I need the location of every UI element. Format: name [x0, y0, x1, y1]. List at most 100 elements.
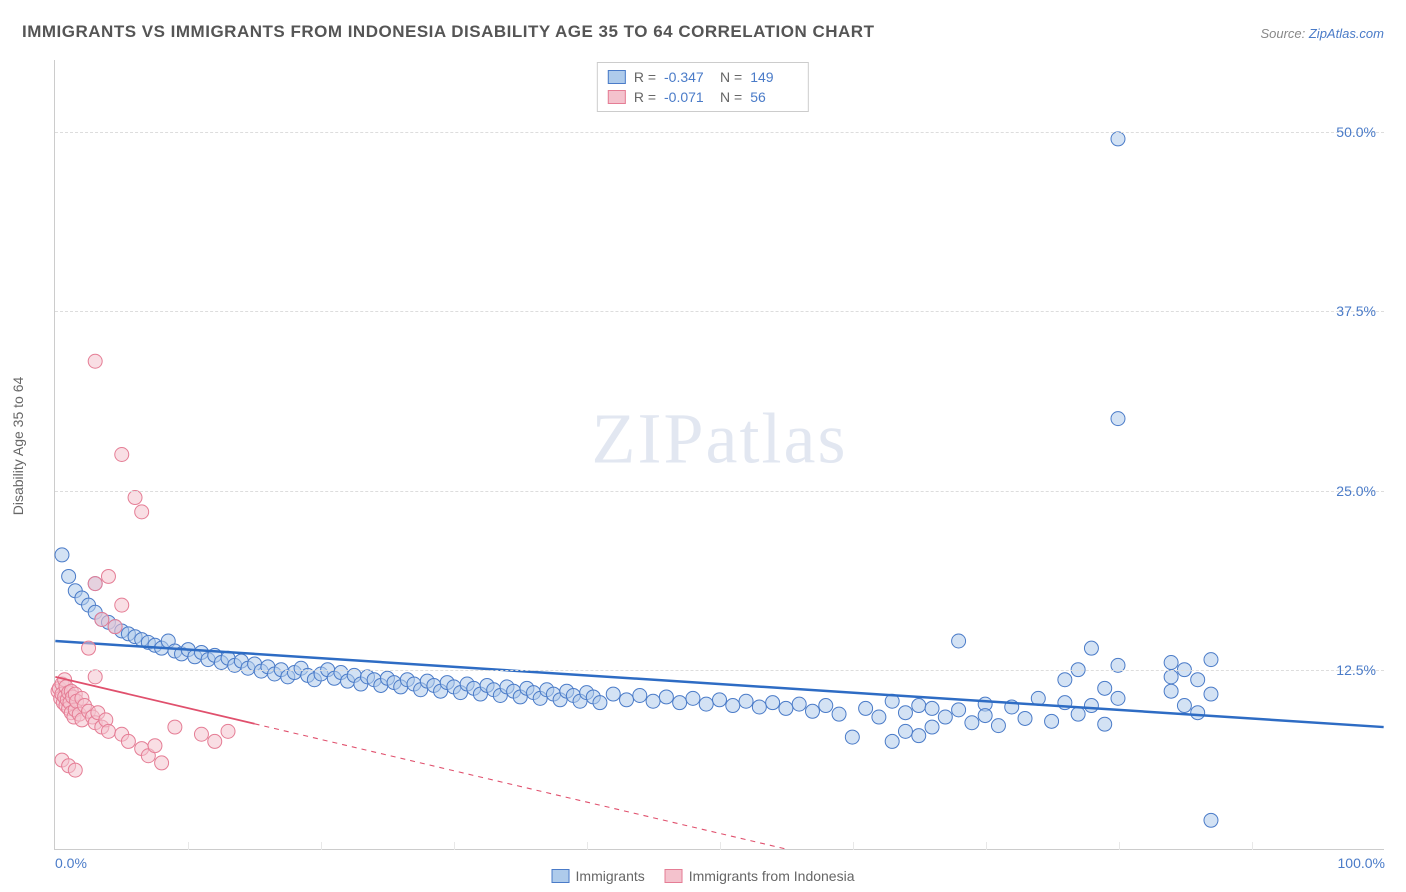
data-point [1164, 656, 1178, 670]
xtick-minor [853, 842, 854, 850]
data-point [101, 724, 115, 738]
trend-line-solid [55, 641, 1383, 727]
data-point [82, 641, 96, 655]
data-point [1164, 670, 1178, 684]
xtick-minor [1119, 842, 1120, 850]
data-point [148, 739, 162, 753]
data-point [885, 734, 899, 748]
xtick-minor [986, 842, 987, 850]
legend-item-indonesia: Immigrants from Indonesia [665, 868, 855, 884]
data-point [805, 704, 819, 718]
data-point [633, 689, 647, 703]
swatch-pink-icon-2 [665, 869, 683, 883]
source-value: ZipAtlas.com [1309, 26, 1384, 41]
r-label: R = [634, 69, 656, 85]
data-point [128, 491, 142, 505]
data-point [752, 700, 766, 714]
data-point [1084, 699, 1098, 713]
data-point [155, 756, 169, 770]
data-point [819, 699, 833, 713]
r-label-2: R = [634, 89, 656, 105]
data-point [832, 707, 846, 721]
xtick-minor [188, 842, 189, 850]
data-point [88, 577, 102, 591]
xtick-label: 100.0% [1338, 855, 1385, 871]
xtick-minor [321, 842, 322, 850]
data-point [859, 701, 873, 715]
data-point [108, 620, 122, 634]
swatch-blue-icon [608, 70, 626, 84]
data-point [726, 699, 740, 713]
data-point [912, 699, 926, 713]
ytick-label: 12.5% [1336, 662, 1376, 678]
data-point [1204, 653, 1218, 667]
data-point [68, 763, 82, 777]
source-attribution: Source: ZipAtlas.com [1260, 26, 1384, 41]
data-point [1204, 687, 1218, 701]
data-point [739, 694, 753, 708]
data-point [115, 598, 129, 612]
data-point [1098, 681, 1112, 695]
gridline-h [55, 132, 1384, 133]
n-value-indonesia: 56 [750, 89, 798, 105]
data-point [898, 724, 912, 738]
stats-legend-box: R = -0.347 N = 149 R = -0.071 N = 56 [597, 62, 809, 112]
data-point [1191, 706, 1205, 720]
legend-label-immigrants: Immigrants [576, 868, 645, 884]
data-point [898, 706, 912, 720]
swatch-blue-icon-2 [552, 869, 570, 883]
data-point [1098, 717, 1112, 731]
y-axis-title: Disability Age 35 to 64 [10, 377, 26, 516]
data-point [978, 709, 992, 723]
data-point [792, 697, 806, 711]
data-point [938, 710, 952, 724]
data-point [593, 696, 607, 710]
data-point [1164, 684, 1178, 698]
chart-title: IMMIGRANTS VS IMMIGRANTS FROM INDONESIA … [22, 22, 874, 42]
data-point [135, 505, 149, 519]
xtick-label: 0.0% [55, 855, 87, 871]
stats-row-immigrants: R = -0.347 N = 149 [608, 67, 798, 87]
data-point [713, 693, 727, 707]
swatch-pink-icon [608, 90, 626, 104]
data-point [62, 569, 76, 583]
data-point [208, 734, 222, 748]
trend-line-dashed [255, 724, 786, 849]
data-point [1018, 711, 1032, 725]
ytick-label: 25.0% [1336, 483, 1376, 499]
data-point [168, 720, 182, 734]
legend-label-indonesia: Immigrants from Indonesia [689, 868, 855, 884]
xtick-minor [720, 842, 721, 850]
data-point [646, 694, 660, 708]
data-point [101, 569, 115, 583]
data-point [766, 696, 780, 710]
data-point [872, 710, 886, 724]
data-point [1084, 641, 1098, 655]
data-point [912, 729, 926, 743]
data-point [845, 730, 859, 744]
data-point [699, 697, 713, 711]
data-point [1071, 707, 1085, 721]
bottom-legend: Immigrants Immigrants from Indonesia [552, 868, 855, 884]
gridline-h [55, 491, 1384, 492]
data-point [55, 548, 69, 562]
data-point [95, 612, 109, 626]
xtick-minor [587, 842, 588, 850]
data-point [121, 734, 135, 748]
gridline-h [55, 311, 1384, 312]
ytick-label: 50.0% [1336, 124, 1376, 140]
chart-plot-area: ZIPatlas 12.5%25.0%37.5%50.0%0.0%100.0% [54, 60, 1384, 850]
data-point [1111, 412, 1125, 426]
data-point [1058, 673, 1072, 687]
data-point [965, 716, 979, 730]
data-point [194, 727, 208, 741]
data-point [1177, 699, 1191, 713]
gridline-h [55, 670, 1384, 671]
n-label: N = [720, 69, 742, 85]
stats-row-indonesia: R = -0.071 N = 56 [608, 87, 798, 107]
data-point [659, 690, 673, 704]
r-value-indonesia: -0.071 [664, 89, 712, 105]
data-point [620, 693, 634, 707]
data-point [925, 720, 939, 734]
data-point [673, 696, 687, 710]
